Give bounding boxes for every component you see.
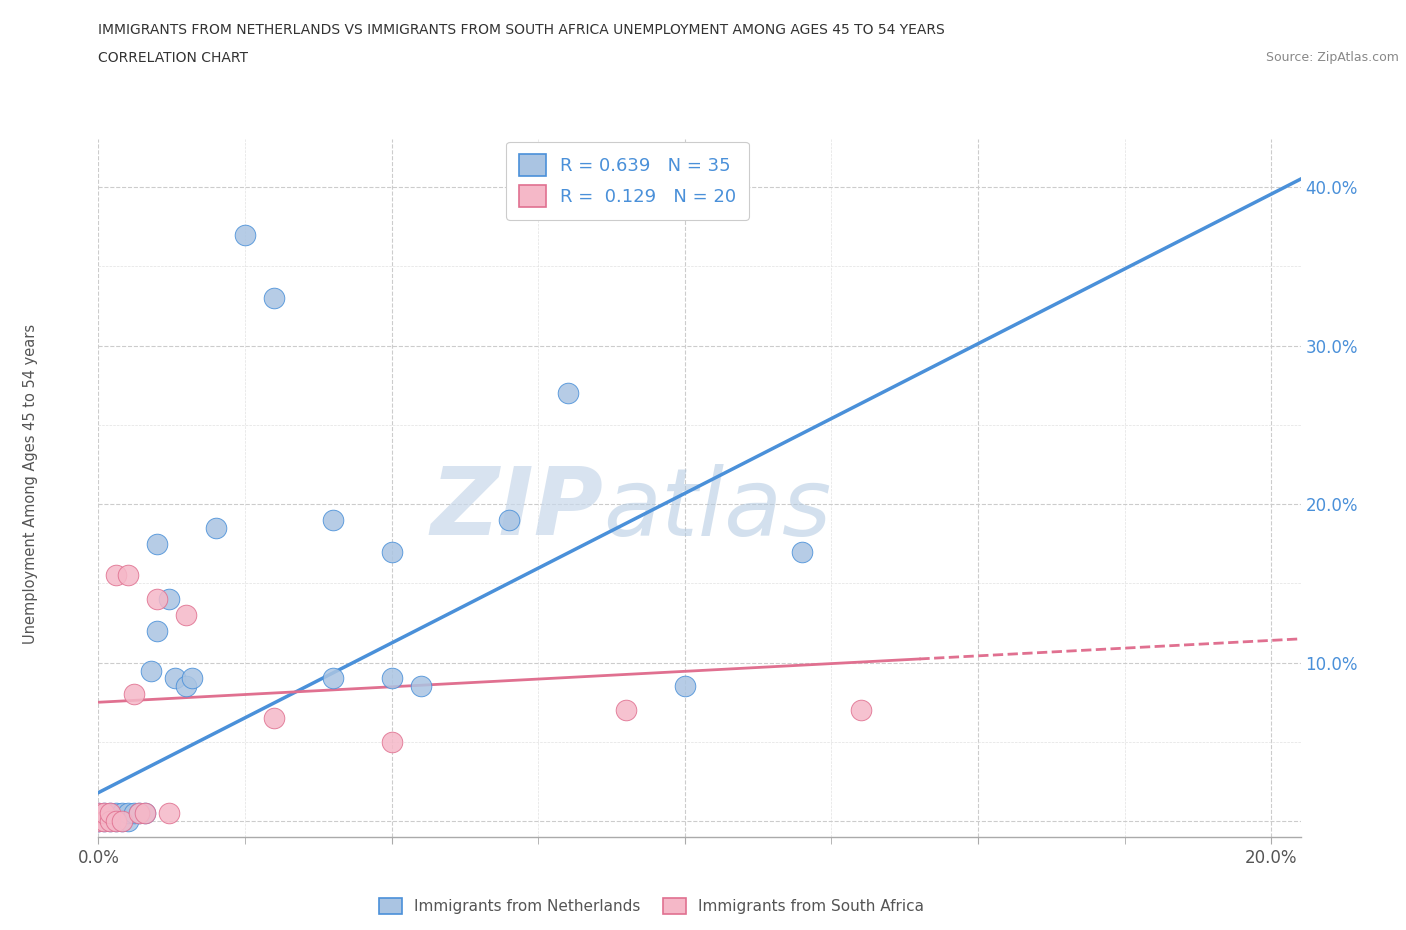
Point bbox=[176, 679, 198, 694]
Point bbox=[117, 568, 139, 583]
Point bbox=[128, 805, 150, 820]
Point bbox=[87, 814, 110, 829]
Point bbox=[105, 568, 128, 583]
Point bbox=[128, 805, 150, 820]
Point bbox=[117, 814, 139, 829]
Point bbox=[98, 805, 121, 820]
Point bbox=[134, 805, 156, 820]
Point bbox=[163, 671, 186, 686]
Text: Source: ZipAtlas.com: Source: ZipAtlas.com bbox=[1265, 51, 1399, 64]
Point bbox=[87, 805, 110, 820]
Point bbox=[409, 679, 432, 694]
Point bbox=[93, 814, 115, 829]
Point bbox=[263, 290, 285, 305]
Point bbox=[87, 805, 110, 820]
Legend: Immigrants from Netherlands, Immigrants from South Africa: Immigrants from Netherlands, Immigrants … bbox=[373, 892, 931, 920]
Point bbox=[157, 805, 180, 820]
Point bbox=[105, 814, 128, 829]
Point bbox=[322, 512, 344, 527]
Point bbox=[204, 521, 226, 536]
Point bbox=[146, 537, 169, 551]
Point bbox=[381, 671, 404, 686]
Point bbox=[614, 703, 637, 718]
Point bbox=[322, 671, 344, 686]
Point bbox=[87, 814, 110, 829]
Point bbox=[93, 805, 115, 820]
Text: atlas: atlas bbox=[603, 464, 831, 554]
Point bbox=[849, 703, 872, 718]
Point bbox=[263, 711, 285, 725]
Point bbox=[146, 623, 169, 638]
Point bbox=[98, 814, 121, 829]
Point bbox=[122, 687, 145, 702]
Text: ZIP: ZIP bbox=[430, 463, 603, 555]
Text: CORRELATION CHART: CORRELATION CHART bbox=[98, 51, 249, 65]
Point bbox=[134, 805, 156, 820]
Point bbox=[557, 386, 579, 401]
Point bbox=[98, 805, 121, 820]
Point bbox=[498, 512, 520, 527]
Point bbox=[93, 805, 115, 820]
Point bbox=[87, 814, 110, 829]
Point bbox=[381, 544, 404, 559]
Point bbox=[146, 591, 169, 606]
Point bbox=[111, 814, 134, 829]
Point bbox=[117, 805, 139, 820]
Point bbox=[157, 591, 180, 606]
Text: IMMIGRANTS FROM NETHERLANDS VS IMMIGRANTS FROM SOUTH AFRICA UNEMPLOYMENT AMONG A: IMMIGRANTS FROM NETHERLANDS VS IMMIGRANT… bbox=[98, 23, 945, 37]
Point bbox=[105, 814, 128, 829]
Point bbox=[790, 544, 813, 559]
Point bbox=[233, 227, 256, 242]
Point bbox=[176, 607, 198, 622]
Point bbox=[98, 814, 121, 829]
Point bbox=[141, 663, 163, 678]
Point bbox=[111, 814, 134, 829]
Point bbox=[181, 671, 204, 686]
Point bbox=[93, 814, 115, 829]
Text: Unemployment Among Ages 45 to 54 years: Unemployment Among Ages 45 to 54 years bbox=[24, 324, 38, 644]
Point bbox=[111, 805, 134, 820]
Point bbox=[122, 805, 145, 820]
Point bbox=[105, 805, 128, 820]
Point bbox=[673, 679, 696, 694]
Point bbox=[381, 735, 404, 750]
